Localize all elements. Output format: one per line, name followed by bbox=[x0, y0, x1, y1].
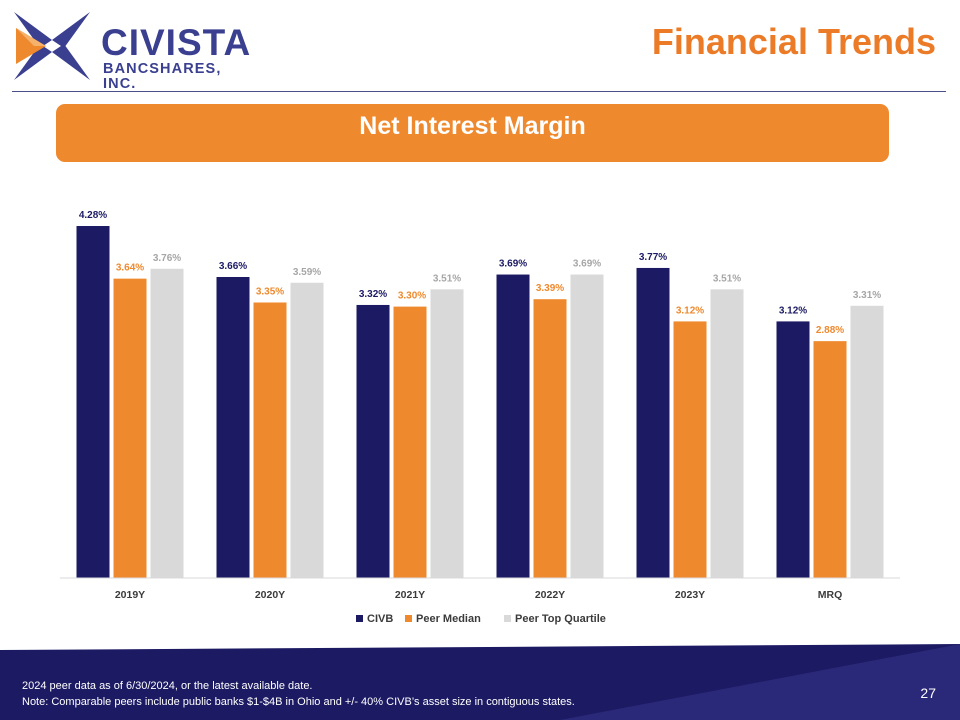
data-label-peer-top-quartile-2019y: 3.76% bbox=[153, 253, 181, 264]
footnote-comparable-peers: Note: Comparable peers include public ba… bbox=[22, 696, 575, 708]
bar-peer-median-mrq bbox=[813, 341, 847, 578]
bar-peer-top-quartile-2019y bbox=[150, 268, 184, 578]
legend-label-civb: CIVB bbox=[367, 613, 393, 625]
legend-label-peer-top-quartile: Peer Top Quartile bbox=[515, 613, 606, 625]
page-number: 27 bbox=[920, 685, 936, 701]
data-label-peer-median-2023y: 3.12% bbox=[676, 305, 704, 316]
x-tick-label-2020y: 2020Y bbox=[255, 589, 285, 601]
civista-logo: CIVISTA BANCSHARES, INC. bbox=[12, 10, 252, 91]
data-label-civb-2023y: 3.77% bbox=[639, 252, 667, 263]
bar-peer-median-2022y bbox=[533, 299, 567, 578]
bar-civb-2020y bbox=[216, 277, 250, 578]
title-divider bbox=[12, 91, 946, 92]
footer-band bbox=[0, 644, 960, 720]
legend-swatch-civb bbox=[356, 615, 363, 622]
data-label-peer-top-quartile-2023y: 3.51% bbox=[713, 273, 741, 284]
bar-peer-median-2020y bbox=[253, 302, 287, 578]
logo-name: CIVISTA bbox=[101, 22, 252, 63]
data-label-peer-median-mrq: 2.88% bbox=[816, 325, 844, 336]
bar-civb-2021y bbox=[356, 304, 390, 578]
footer: 2024 peer data as of 6/30/2024, or the l… bbox=[0, 644, 960, 720]
data-label-peer-top-quartile-2021y: 3.51% bbox=[433, 273, 461, 284]
x-tick-label-2019y: 2019Y bbox=[115, 589, 145, 601]
x-tick-label-2021y: 2021Y bbox=[395, 589, 425, 601]
footnote-peer-data-date: 2024 peer data as of 6/30/2024, or the l… bbox=[22, 680, 313, 692]
bar-civb-2023y bbox=[636, 267, 670, 578]
data-label-peer-median-2022y: 3.39% bbox=[536, 283, 564, 294]
data-label-civb-2019y: 4.28% bbox=[79, 210, 107, 221]
x-tick-label-mrq: MRQ bbox=[818, 589, 843, 601]
data-label-civb-mrq: 3.12% bbox=[779, 305, 807, 316]
bar-peer-median-2023y bbox=[673, 321, 707, 578]
data-label-peer-median-2019y: 3.64% bbox=[116, 263, 144, 274]
chart-banner: Net Interest Margin bbox=[56, 104, 889, 162]
data-label-civb-2020y: 3.66% bbox=[219, 261, 247, 272]
chart-banner-title: Net Interest Margin bbox=[359, 111, 586, 140]
legend-swatch-peer-median bbox=[405, 615, 412, 622]
data-label-peer-median-2020y: 3.35% bbox=[256, 286, 284, 297]
civista-star-logo-icon bbox=[14, 12, 90, 80]
bar-peer-top-quartile-mrq bbox=[850, 305, 884, 578]
data-label-peer-top-quartile-2022y: 3.69% bbox=[573, 259, 601, 270]
bar-peer-top-quartile-2020y bbox=[290, 282, 324, 578]
logo-subtitle: BANCSHARES, INC. bbox=[103, 61, 222, 92]
data-label-civb-2021y: 3.32% bbox=[359, 289, 387, 300]
bar-civb-mrq bbox=[776, 321, 810, 578]
bar-peer-median-2019y bbox=[113, 278, 147, 578]
data-label-peer-top-quartile-2020y: 3.59% bbox=[293, 267, 321, 278]
data-label-peer-top-quartile-mrq: 3.31% bbox=[853, 290, 881, 301]
bar-peer-top-quartile-2021y bbox=[430, 289, 464, 578]
bar-civb-2019y bbox=[76, 226, 110, 578]
bar-civb-2022y bbox=[496, 274, 530, 578]
bar-peer-top-quartile-2022y bbox=[570, 274, 604, 578]
x-tick-label-2023y: 2023Y bbox=[675, 589, 705, 601]
bar-peer-top-quartile-2023y bbox=[710, 289, 744, 578]
net-interest-margin-chart: 4.28% 3.64% 3.76% 2019Y 3.66% 3.35% 3.59% 2020Y… bbox=[60, 210, 900, 625]
data-label-peer-median-2021y: 3.30% bbox=[398, 291, 426, 302]
legend-label-peer-median: Peer Median bbox=[416, 613, 481, 625]
bar-peer-median-2021y bbox=[393, 306, 427, 578]
data-label-civb-2022y: 3.69% bbox=[499, 259, 527, 270]
page-title: Financial Trends bbox=[651, 21, 936, 62]
x-tick-label-2022y: 2022Y bbox=[535, 589, 565, 601]
legend-swatch-peer-top-quartile bbox=[504, 615, 511, 622]
